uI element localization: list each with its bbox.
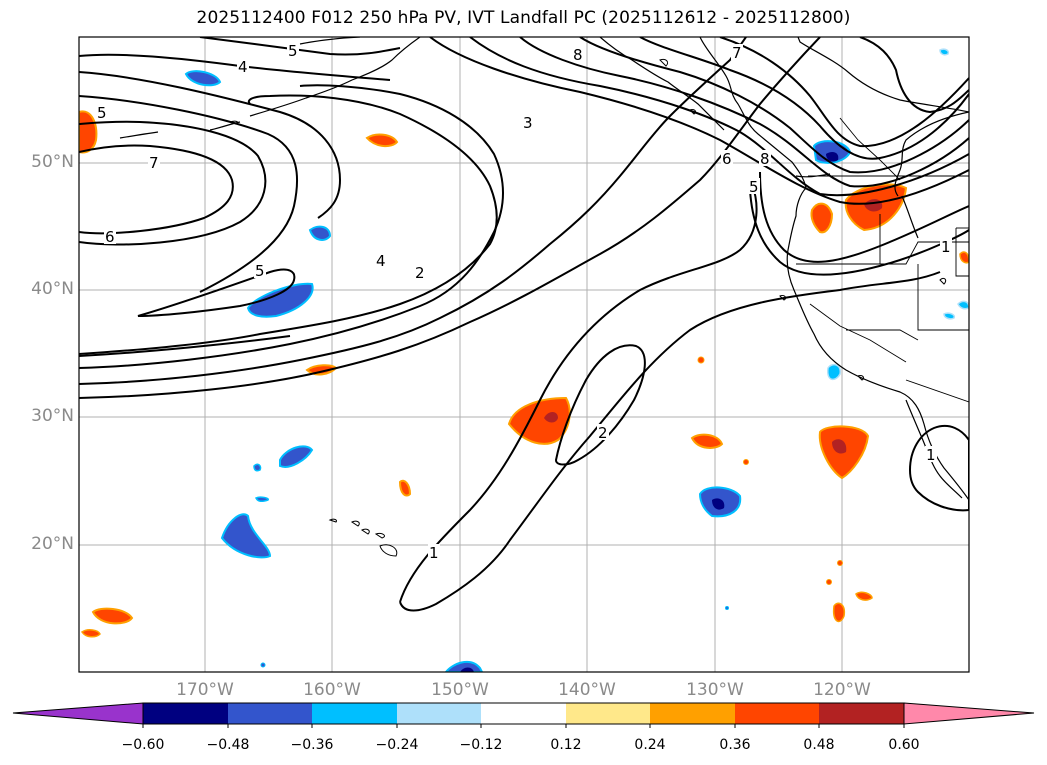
lon-label: 150°W xyxy=(431,680,489,700)
colorbar-segment xyxy=(397,703,481,724)
anomaly-blob xyxy=(855,591,873,601)
colorbar-tick-label: 0.60 xyxy=(888,737,920,753)
contour-label: 7 xyxy=(149,154,159,172)
anomaly-blob xyxy=(79,110,98,154)
anomaly-blob xyxy=(308,225,332,241)
anomaly-blob xyxy=(507,396,571,445)
colorbar-tick-label: −0.36 xyxy=(290,737,334,753)
anomaly-blob xyxy=(959,251,969,264)
colorbar-segment xyxy=(143,703,228,724)
contour-label: 1 xyxy=(429,544,439,562)
anomaly-blob xyxy=(827,363,841,381)
contour-label: 1 xyxy=(941,238,951,256)
colorbar-tick-label: 0.36 xyxy=(719,737,751,753)
contour-label: 8 xyxy=(760,150,770,168)
lat-label: 50°N xyxy=(31,152,74,172)
anomaly-blob xyxy=(254,496,269,503)
contour-label: 5 xyxy=(288,42,298,60)
contour-label: 2 xyxy=(598,424,608,442)
lon-label: 140°W xyxy=(558,680,616,700)
colorbar-extend-high xyxy=(903,702,1035,725)
lon-label: 170°W xyxy=(176,680,234,700)
lon-label: 120°W xyxy=(813,680,871,700)
anomaly-blob xyxy=(943,312,956,320)
contour-label: 8 xyxy=(573,46,583,64)
anomaly-blob xyxy=(832,602,846,623)
anomaly-blob xyxy=(826,152,839,162)
colorbar xyxy=(12,702,1035,728)
contour-label: 6 xyxy=(722,150,732,168)
anomaly-blob xyxy=(810,202,834,234)
colorbar-segment xyxy=(735,703,819,724)
anomaly-blob xyxy=(398,479,412,497)
anomaly-blob xyxy=(832,439,847,454)
anomaly-blob xyxy=(91,607,134,625)
anomaly-dot xyxy=(725,606,729,610)
anomaly-dot xyxy=(260,662,266,668)
map-frame xyxy=(78,36,970,673)
colorbar-segment xyxy=(228,703,312,724)
contour-label: 7 xyxy=(732,44,742,62)
colorbar-extend-low xyxy=(12,702,144,725)
colorbar-tick-label: 0.12 xyxy=(550,737,582,753)
lat-label: 20°N xyxy=(31,534,74,554)
colorbar-tick-label: −0.48 xyxy=(206,737,250,753)
contour-label: 2 xyxy=(415,264,425,282)
anomaly-blob xyxy=(365,133,399,148)
anomaly-blob xyxy=(712,498,725,510)
lat-label: 40°N xyxy=(31,279,74,299)
anomaly-blob xyxy=(80,629,101,638)
colorbar-tick-label: 0.24 xyxy=(634,737,666,753)
anomaly-blob xyxy=(690,433,724,449)
anomaly-blob xyxy=(939,48,950,56)
anomaly-dot xyxy=(826,579,832,585)
contour-label: 5 xyxy=(255,262,265,280)
colorbar-segment xyxy=(650,703,735,724)
contour-label: 1 xyxy=(926,446,936,464)
colorbar-segment xyxy=(312,703,397,724)
anomaly-blob xyxy=(184,70,222,87)
anomaly-blob xyxy=(279,445,314,468)
map-title: 2025112400 F012 250 hPa PV, IVT Landfall… xyxy=(196,8,851,28)
contour-label: 4 xyxy=(238,58,248,76)
anomaly-blob xyxy=(444,660,484,672)
colorbar-tick-label: −0.24 xyxy=(375,737,419,753)
anomaly-blob xyxy=(246,282,314,318)
colorbar-segment xyxy=(819,703,904,724)
colorbar-tick-label: −0.60 xyxy=(121,737,165,753)
anomaly-blob xyxy=(460,667,474,672)
contour-label: 6 xyxy=(105,228,115,246)
anomaly-blob xyxy=(220,513,272,559)
anomaly-blob xyxy=(544,412,558,423)
lat-label: 30°N xyxy=(31,406,74,426)
contour-label: 5 xyxy=(749,178,759,196)
coastlines xyxy=(119,37,969,501)
anomaly-blob xyxy=(957,300,969,310)
anomaly-blob xyxy=(253,463,262,472)
lon-label: 160°W xyxy=(303,680,361,700)
pv-contours xyxy=(79,37,969,612)
borders xyxy=(796,117,969,403)
contour-label: 4 xyxy=(376,252,386,270)
anomaly-dot xyxy=(837,560,843,566)
colorbar-segment xyxy=(566,703,650,724)
colorbar-tick-label: 0.48 xyxy=(803,737,835,753)
contour-label: 3 xyxy=(523,114,533,132)
colorbar-segment xyxy=(481,703,566,724)
contour-label: 5 xyxy=(97,104,107,122)
lon-label: 130°W xyxy=(686,680,744,700)
anomaly-dot xyxy=(697,356,705,364)
anomaly-dot xyxy=(743,459,749,465)
colorbar-tick-label: −0.12 xyxy=(459,737,503,753)
